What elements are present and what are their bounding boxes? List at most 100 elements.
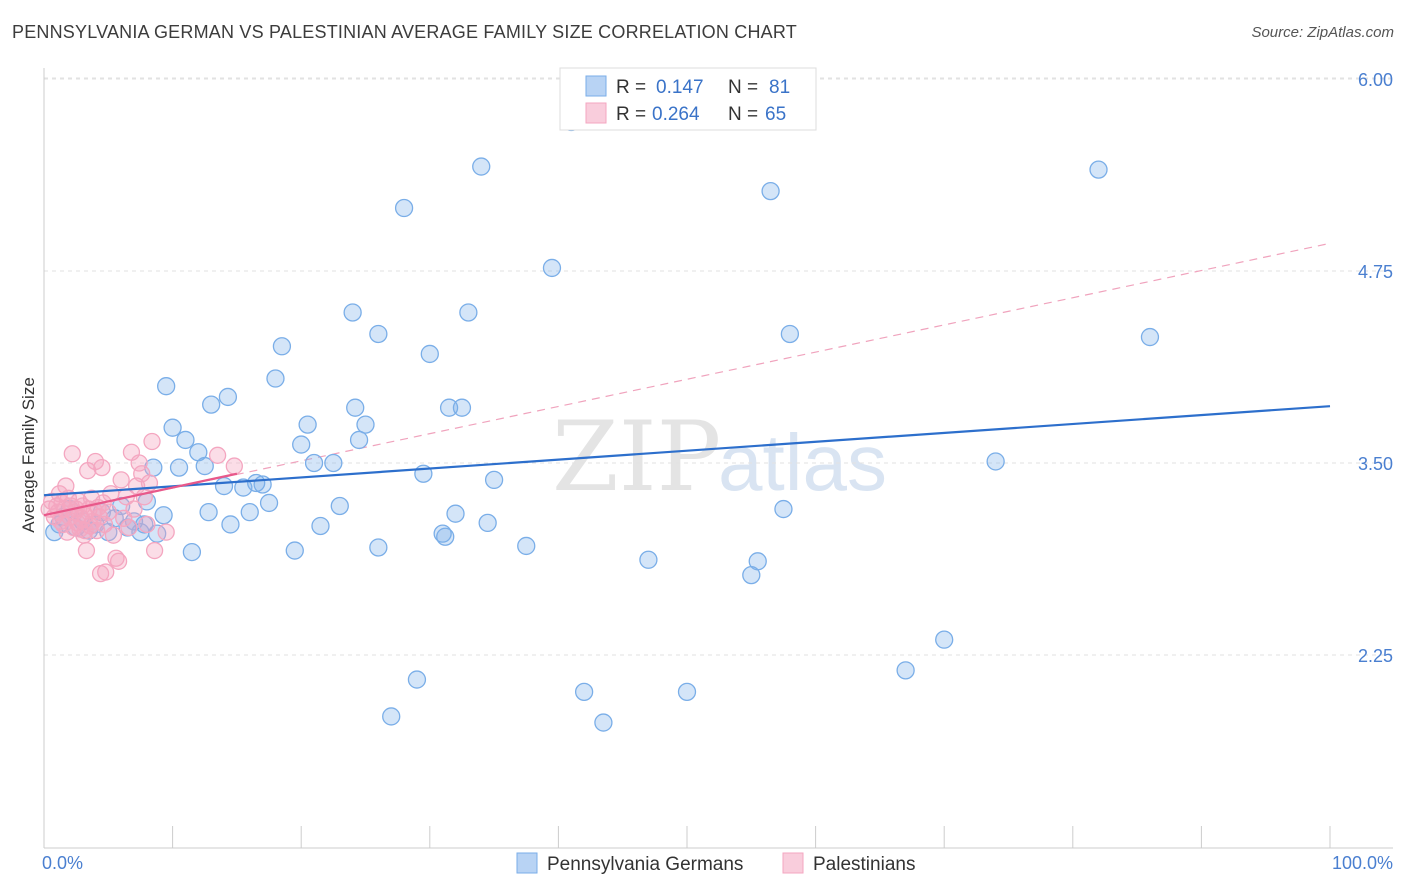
point-pennsylvania-81 (1089, 160, 1108, 179)
point-pennsylvania-34 (247, 473, 266, 493)
point-pennsylvania-66 (517, 536, 536, 556)
point-pennsylvania-39 (285, 541, 304, 560)
y-tick-label-3: 6.00 (1358, 70, 1393, 90)
y-tick-labels: 2.25 3.50 4.75 6.00 (1358, 70, 1393, 666)
axes (43, 68, 1393, 849)
point-pennsylvania-46 (343, 303, 362, 322)
point-pennsylvania-67 (542, 258, 562, 278)
point-pennsylvania-53 (394, 198, 414, 218)
point-palestinian-42 (99, 503, 117, 521)
legend-n-value-0: 81 (769, 77, 790, 98)
point-pennsylvania-23 (176, 430, 195, 450)
point-pennsylvania-44 (324, 453, 343, 473)
legend-n-label-0: N = (728, 77, 758, 98)
point-pennsylvania-36 (259, 493, 279, 513)
point-pennsylvania-26 (195, 456, 214, 476)
point-pennsylvania-29 (214, 476, 234, 496)
point-pennsylvania-20 (157, 377, 176, 396)
point-pennsylvania-56 (420, 344, 439, 364)
point-pennsylvania-58 (436, 527, 455, 546)
legend-swatch-palestinian (585, 102, 607, 124)
point-pennsylvania-54 (407, 670, 427, 689)
point-palestinian-64 (76, 521, 94, 540)
y-axis-label: Average Family Size (19, 377, 38, 533)
point-pennsylvania-77 (780, 324, 800, 344)
watermark-zip: ZIP (552, 401, 721, 513)
point-pennsylvania-74 (748, 552, 767, 571)
series-palestinians (40, 432, 243, 583)
x-axis-max-label: 100.0% (1332, 853, 1393, 873)
point-pennsylvania-82 (1140, 327, 1160, 347)
point-pennsylvania-69 (574, 682, 594, 702)
point-pennsylvania-19 (154, 506, 173, 525)
point-palestinian-63 (225, 457, 243, 475)
point-pennsylvania-60 (446, 504, 465, 523)
legend-swatch-pennsylvania (585, 75, 607, 97)
y-tick-label-2: 4.75 (1358, 262, 1393, 282)
point-pennsylvania-50 (369, 324, 388, 344)
x-axis-min-label: 0.0% (42, 853, 83, 873)
point-palestinian-57 (138, 515, 156, 534)
point-pennsylvania-22 (169, 458, 189, 477)
point-pennsylvania-49 (356, 415, 375, 434)
point-pennsylvania-28 (202, 395, 221, 414)
point-palestinian-46 (109, 552, 128, 570)
point-pennsylvania-78 (896, 661, 915, 680)
point-pennsylvania-43 (311, 516, 330, 536)
series-pennsylvania-germans (45, 112, 1160, 732)
watermark-atlas: atlas (718, 418, 887, 507)
point-palestinian-45 (107, 549, 125, 567)
point-palestinian-26 (77, 541, 96, 560)
point-pennsylvania-48 (349, 430, 369, 450)
point-pennsylvania-33 (240, 503, 259, 522)
trend-line-palestinian (43, 472, 238, 517)
y-tick-label-1: 3.50 (1358, 454, 1393, 474)
point-palestinian-41 (97, 563, 115, 581)
point-pennsylvania-65 (484, 470, 504, 490)
point-palestinian-15 (63, 445, 81, 463)
point-pennsylvania-35 (253, 475, 272, 494)
point-pennsylvania-51 (369, 538, 388, 557)
y-tick-label-0: 2.25 (1358, 646, 1393, 666)
trend-line-palestinian-dashed (43, 242, 1331, 516)
point-palestinian-50 (120, 518, 138, 537)
chart-source: Source: ZipAtlas.com (1251, 24, 1394, 41)
point-pennsylvania-75 (761, 181, 780, 201)
data-points (40, 112, 1331, 732)
point-palestinian-52 (125, 500, 143, 518)
point-pennsylvania-80 (986, 452, 1005, 471)
point-palestinian-59 (143, 432, 161, 451)
point-pennsylvania-61 (452, 398, 472, 417)
point-palestinian-54 (130, 454, 148, 472)
trend-line-pennsylvania (43, 405, 1331, 497)
legend-r-label-1: R = (616, 104, 646, 125)
bottom-legend-label-palestinian: Palestinians (813, 854, 915, 875)
point-palestinian-62 (208, 446, 227, 464)
point-pennsylvania-24 (182, 542, 202, 562)
bottom-legend-label-pennsylvania: Pennsylvania Germans (547, 854, 743, 875)
point-palestinian-38 (93, 458, 111, 477)
point-pennsylvania-30 (218, 387, 238, 407)
point-pennsylvania-63 (472, 157, 491, 176)
point-pennsylvania-31 (221, 515, 240, 534)
point-palestinian-61 (157, 523, 175, 541)
legend-r-value-0: 0.147 (656, 77, 704, 98)
point-pennsylvania-41 (298, 415, 317, 434)
trend-lines (43, 242, 1331, 516)
bottom-legend-swatch-palestinian (782, 852, 804, 874)
point-pennsylvania-52 (382, 707, 401, 726)
point-pennsylvania-42 (304, 453, 324, 473)
point-pennsylvania-37 (266, 369, 285, 388)
point-pennsylvania-79 (935, 630, 954, 649)
point-pennsylvania-71 (639, 550, 658, 569)
chart-title: PENNSYLVANIA GERMAN VS PALESTINIAN AVERA… (12, 22, 797, 42)
legend-r-value-1: 0.264 (652, 104, 700, 125)
stats-legend: R = 0.147 N = 81 R = 0.264 N = 65 (559, 67, 817, 131)
point-pennsylvania-27 (199, 503, 218, 522)
series-legend: Pennsylvania Germans Palestinians (516, 852, 915, 875)
point-palestinian-60 (145, 541, 164, 560)
point-pennsylvania-21 (163, 418, 182, 437)
point-palestinian-47 (112, 471, 130, 489)
point-pennsylvania-70 (594, 713, 613, 732)
